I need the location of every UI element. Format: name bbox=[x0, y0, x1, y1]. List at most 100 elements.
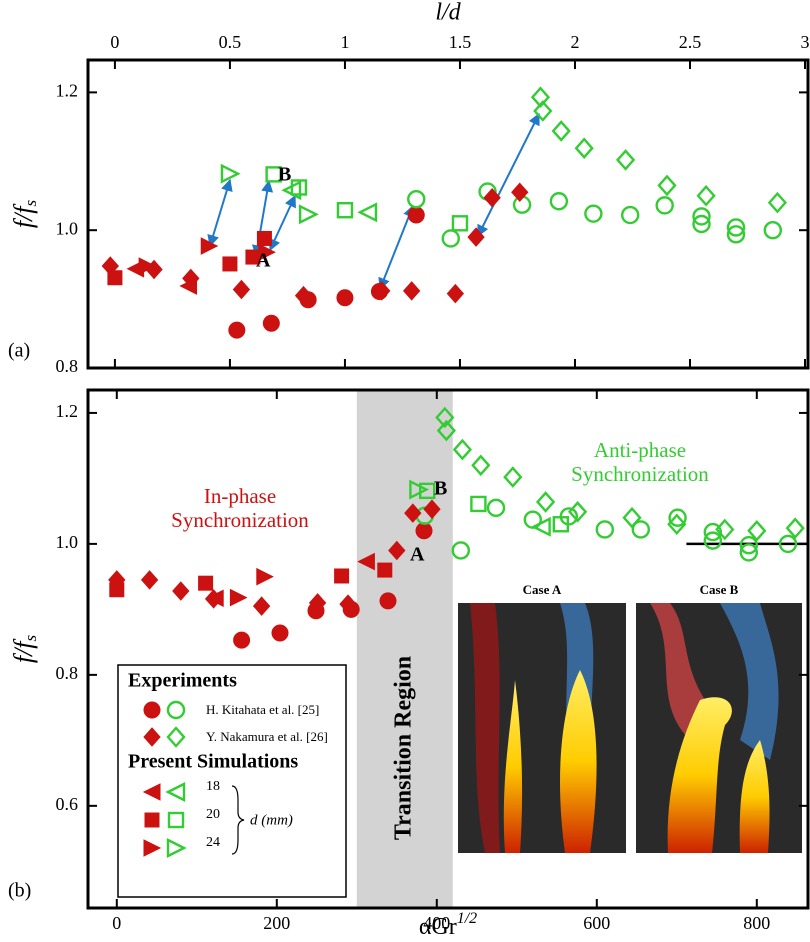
data-point bbox=[739, 536, 758, 555]
legend-label: 20 bbox=[206, 807, 220, 822]
inset-title: Case B bbox=[700, 582, 739, 597]
data-point bbox=[785, 517, 805, 539]
legend-label: d (mm) bbox=[250, 812, 293, 828]
x-tick-label: 1.5 bbox=[449, 32, 472, 52]
data-point bbox=[143, 701, 161, 719]
legend-box bbox=[117, 664, 347, 898]
y-tick-label: 1.2 bbox=[56, 401, 79, 421]
data-point bbox=[415, 522, 433, 540]
data-point bbox=[615, 149, 636, 171]
y-tick-label: 0.6 bbox=[56, 794, 79, 814]
inset-shape bbox=[739, 740, 770, 853]
data-point bbox=[703, 531, 722, 550]
data-point bbox=[692, 214, 711, 234]
data-point bbox=[166, 838, 187, 858]
legend-label: 24 bbox=[206, 835, 220, 850]
data-point bbox=[620, 205, 640, 225]
inset-shape bbox=[560, 670, 597, 853]
data-point bbox=[172, 581, 190, 601]
data-point bbox=[503, 466, 523, 488]
data-point bbox=[407, 189, 426, 209]
data-point bbox=[552, 516, 569, 533]
data-point bbox=[452, 438, 473, 461]
data-point bbox=[233, 631, 251, 649]
data-point bbox=[298, 204, 319, 225]
x-tick-label: 0 bbox=[110, 32, 119, 52]
data-point bbox=[200, 237, 219, 255]
x-tick-label: 0.5 bbox=[219, 32, 242, 52]
annotation: A bbox=[410, 544, 425, 566]
data-point bbox=[109, 582, 125, 598]
text-part: s bbox=[21, 199, 40, 206]
x-tick-label: 800 bbox=[743, 913, 770, 933]
text-part: f/f bbox=[9, 638, 38, 663]
region-label: Transition Region bbox=[390, 656, 416, 840]
data-point bbox=[143, 839, 162, 857]
data-point bbox=[409, 479, 430, 500]
text-part: 1/2 bbox=[457, 910, 477, 927]
data-point bbox=[377, 562, 393, 578]
inset-shape bbox=[503, 680, 523, 853]
inset-shape bbox=[470, 603, 500, 853]
inset-shape bbox=[650, 603, 705, 740]
plot-frame bbox=[86, 58, 810, 370]
panel-label: (b) bbox=[8, 880, 31, 902]
text-part: f/f bbox=[9, 203, 38, 228]
data-point bbox=[423, 499, 441, 519]
data-point bbox=[206, 589, 224, 608]
x-tick-label: 0 bbox=[112, 913, 121, 933]
data-point bbox=[388, 540, 406, 561]
data-point bbox=[198, 575, 214, 591]
region-label: Anti-phase bbox=[594, 438, 686, 462]
annotation: B bbox=[278, 164, 291, 186]
plot-frame bbox=[86, 388, 810, 910]
data-point bbox=[763, 220, 783, 240]
data-point bbox=[220, 163, 241, 184]
x-tick-label: 600 bbox=[583, 913, 610, 933]
data-point bbox=[747, 519, 767, 542]
data-point bbox=[166, 700, 186, 720]
y-tick-label: 0.8 bbox=[56, 356, 79, 376]
data-point bbox=[535, 491, 556, 513]
legend-heading: Present Simulations bbox=[128, 751, 298, 773]
x-axis-label: αGr1/2 bbox=[419, 910, 477, 940]
data-point bbox=[165, 782, 186, 802]
data-point bbox=[334, 568, 350, 584]
insets bbox=[458, 603, 802, 853]
data-point bbox=[486, 498, 506, 518]
data-point bbox=[407, 206, 425, 224]
data-point bbox=[336, 202, 354, 219]
data-point bbox=[441, 229, 460, 248]
annotation: B bbox=[434, 478, 447, 500]
data-point bbox=[436, 419, 457, 442]
data-point bbox=[357, 552, 375, 571]
inset-title: Case A bbox=[523, 582, 562, 597]
data-point bbox=[336, 289, 354, 307]
data-point bbox=[142, 783, 161, 801]
data-point bbox=[739, 543, 758, 562]
data-point bbox=[402, 281, 421, 301]
y-axis-label: f/fs bbox=[9, 199, 40, 228]
y-axis-label: f/fs bbox=[9, 634, 40, 663]
arrow bbox=[477, 112, 540, 238]
data-point bbox=[667, 513, 687, 536]
data-point bbox=[256, 567, 274, 586]
legend-brace bbox=[231, 785, 245, 855]
data-point bbox=[595, 520, 614, 539]
data-point bbox=[404, 503, 422, 523]
data-point bbox=[339, 594, 357, 614]
data-point bbox=[451, 541, 470, 560]
inset-shape bbox=[720, 603, 779, 760]
arrow bbox=[269, 194, 296, 252]
region-label: In-phase bbox=[204, 484, 276, 508]
data-point bbox=[446, 283, 465, 304]
text-part: s bbox=[21, 634, 40, 641]
annotation: A bbox=[256, 250, 271, 272]
data-point bbox=[143, 727, 161, 747]
data-point bbox=[467, 227, 485, 247]
x-axis-label: l/d bbox=[435, 0, 461, 26]
data-point bbox=[622, 506, 642, 529]
data-point bbox=[533, 100, 553, 122]
arrow bbox=[207, 178, 233, 248]
